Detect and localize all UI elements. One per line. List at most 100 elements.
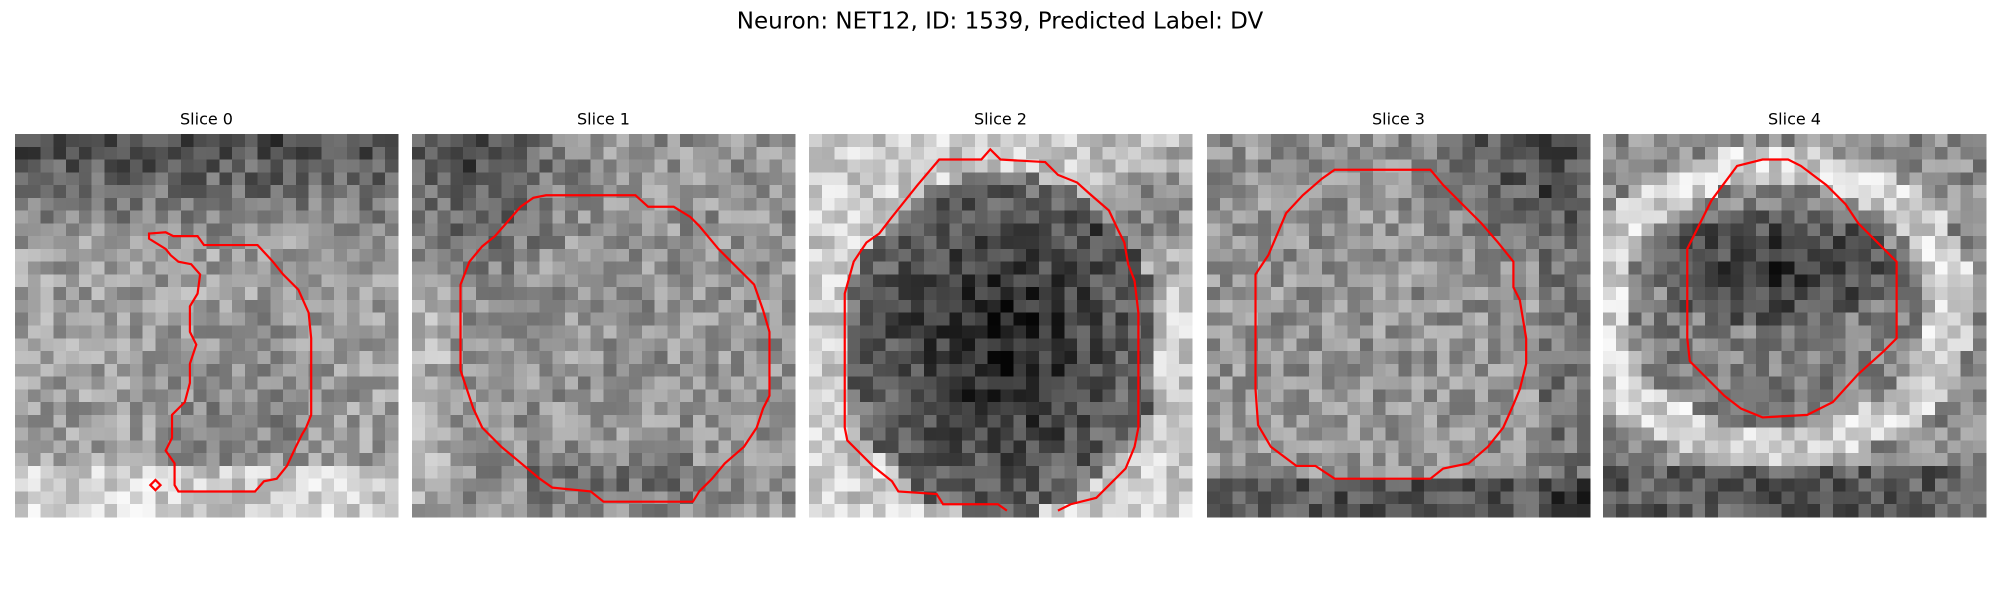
pixel xyxy=(1115,146,1129,160)
pixel xyxy=(1038,478,1052,492)
pixel xyxy=(590,465,604,480)
pixel xyxy=(1628,210,1642,224)
pixel xyxy=(1768,427,1783,441)
pixel xyxy=(654,299,668,314)
pixel xyxy=(1064,478,1078,492)
pixel xyxy=(385,453,399,467)
pixel xyxy=(962,338,976,352)
pixel xyxy=(809,248,823,263)
pixel xyxy=(539,363,553,377)
pixel xyxy=(321,185,335,199)
pixel xyxy=(295,402,310,416)
pixel xyxy=(424,223,438,237)
pixel xyxy=(1883,504,1898,518)
pixel xyxy=(475,312,489,326)
pixel xyxy=(168,504,182,518)
pixel xyxy=(1411,465,1425,480)
pixel xyxy=(1051,299,1065,314)
pixel xyxy=(1717,223,1732,237)
pixel xyxy=(718,338,732,352)
pixel xyxy=(117,146,131,160)
pixel xyxy=(1487,338,1502,352)
pixel xyxy=(923,338,938,352)
pixel xyxy=(1051,376,1065,390)
pixel xyxy=(1000,414,1014,429)
pixel xyxy=(1909,210,1923,224)
pixel xyxy=(847,491,861,505)
pixel xyxy=(1038,504,1052,518)
pixel xyxy=(1692,351,1706,365)
pixel xyxy=(1411,172,1425,186)
pixel xyxy=(78,351,92,365)
pixel xyxy=(1909,223,1923,237)
pixel xyxy=(1538,287,1553,301)
pixel xyxy=(1781,159,1795,173)
pixel xyxy=(40,172,54,186)
pixel xyxy=(270,427,284,441)
pixel xyxy=(1513,248,1527,263)
pixel xyxy=(142,299,156,314)
pixel xyxy=(782,299,796,314)
pixel xyxy=(1526,299,1540,314)
pixel xyxy=(1628,504,1642,518)
pixel xyxy=(590,312,604,326)
pixel xyxy=(821,248,835,263)
pixel xyxy=(809,223,823,237)
pixel xyxy=(1360,338,1374,352)
pixel xyxy=(1820,172,1834,186)
pixel xyxy=(424,210,438,224)
pixel xyxy=(1883,414,1898,429)
pixel xyxy=(450,414,464,429)
pixel xyxy=(731,223,745,237)
pixel xyxy=(206,159,220,173)
pixel xyxy=(385,325,399,339)
pixel xyxy=(372,197,386,211)
pixel xyxy=(1102,287,1116,301)
pixel xyxy=(769,261,783,275)
pixel xyxy=(155,197,169,211)
pixel xyxy=(437,210,451,224)
pixel xyxy=(1679,491,1693,505)
pixel xyxy=(847,210,861,224)
pixel xyxy=(1128,491,1142,505)
pixel xyxy=(1628,325,1642,339)
pixel xyxy=(1743,465,1757,480)
pixel xyxy=(232,312,246,326)
pixel xyxy=(898,274,912,288)
pixel xyxy=(1730,351,1744,365)
pixel xyxy=(1973,465,1987,480)
pixel xyxy=(1641,325,1655,339)
pixel xyxy=(680,299,694,314)
pixel xyxy=(1321,491,1336,505)
pixel xyxy=(809,465,823,480)
pixel xyxy=(53,478,67,492)
pixel xyxy=(718,223,732,237)
pixel xyxy=(1513,491,1527,505)
pixel xyxy=(1845,351,1859,365)
pixel xyxy=(1270,210,1284,224)
pixel xyxy=(27,210,41,224)
pixel xyxy=(334,363,348,377)
pixel xyxy=(667,504,681,518)
pixel xyxy=(1858,236,1872,250)
pixel xyxy=(1000,338,1014,352)
pixel xyxy=(1115,210,1129,224)
pixel xyxy=(219,274,233,288)
pixel xyxy=(565,325,579,339)
pixel xyxy=(1475,504,1489,518)
pixel xyxy=(1603,210,1617,224)
pixel xyxy=(1296,146,1310,160)
pixel xyxy=(743,223,758,237)
pixel xyxy=(1743,478,1757,492)
pixel xyxy=(1513,440,1527,454)
pixel xyxy=(1641,402,1655,416)
pixel xyxy=(1641,389,1655,403)
pixel xyxy=(1628,274,1642,288)
pixel xyxy=(1500,389,1514,403)
pixel xyxy=(1270,172,1284,186)
pixel xyxy=(1564,465,1578,480)
pixel xyxy=(308,491,322,505)
pixel xyxy=(1871,197,1885,211)
pixel xyxy=(565,402,579,416)
pixel xyxy=(1270,427,1284,441)
